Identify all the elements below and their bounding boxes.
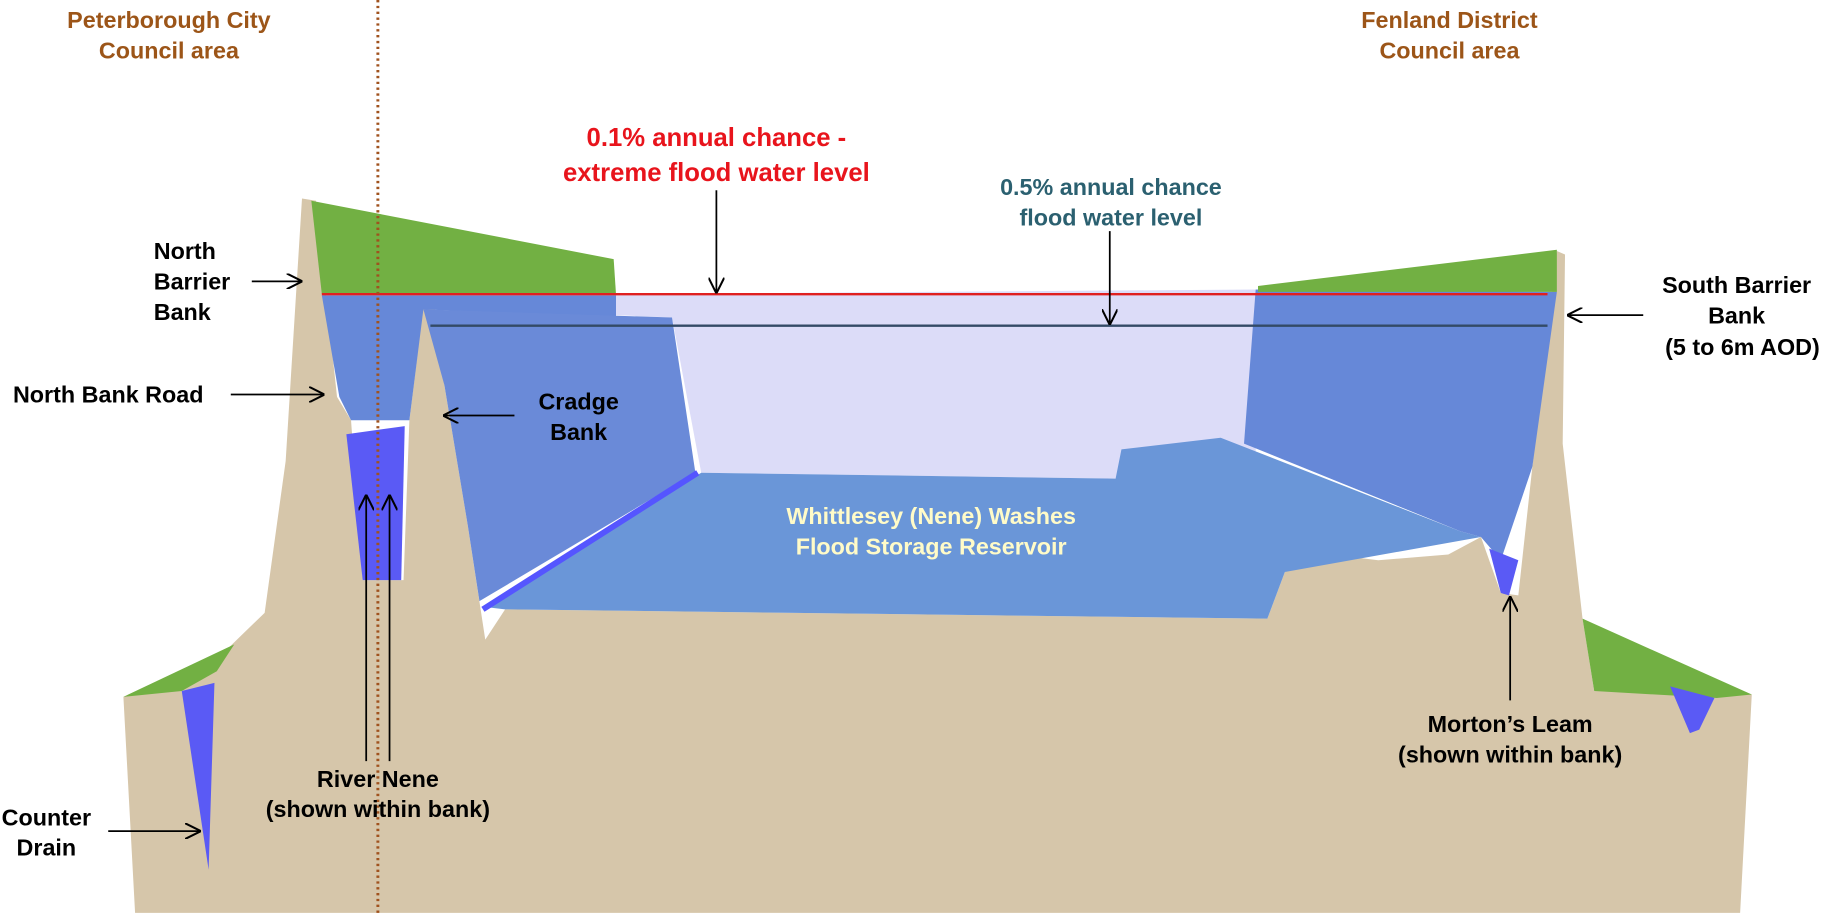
level-label: 0.5% annual chance xyxy=(1000,174,1222,200)
north-bank-wall xyxy=(321,295,617,421)
south-bank-top xyxy=(1258,249,1557,292)
label: (shown within bank) xyxy=(266,796,490,822)
label: (5 to 6m AOD) xyxy=(1665,334,1820,360)
flood-volume xyxy=(616,289,1256,479)
labels: Peterborough City Council area Fenland D… xyxy=(2,7,1820,861)
level-label: flood water level xyxy=(1020,204,1203,230)
south-drain xyxy=(1670,686,1715,734)
mortons-leam xyxy=(1489,548,1519,596)
region-label: Council area xyxy=(99,37,240,63)
label: Drain xyxy=(17,835,77,861)
level-label: extreme flood water level xyxy=(563,159,870,187)
south-bank-wall xyxy=(1244,289,1557,561)
label: (shown within bank) xyxy=(1398,741,1622,767)
reservoir-edge xyxy=(481,470,700,612)
counter-drain xyxy=(181,682,215,870)
label: Counter xyxy=(2,804,91,830)
label: Bank xyxy=(1708,302,1765,328)
label: River Nene xyxy=(317,766,439,792)
cradge-bank-slope xyxy=(423,309,696,602)
label: North Bank Road xyxy=(13,382,204,408)
region-label: Fenland District xyxy=(1361,7,1538,33)
region-label: Council area xyxy=(1379,37,1520,63)
label: Whittlesey (Nene) Washes xyxy=(786,503,1076,529)
label: Bank xyxy=(550,419,607,445)
ground xyxy=(123,198,1752,913)
label: Morton’s Leam xyxy=(1428,711,1593,737)
north-bank-top xyxy=(311,200,617,295)
arrows xyxy=(108,190,1644,831)
level-label: 0.1% annual chance - xyxy=(587,124,847,152)
label: Flood Storage Reservoir xyxy=(796,533,1067,559)
reservoir-floor xyxy=(485,437,1481,619)
label: North xyxy=(154,238,216,264)
right-field xyxy=(1582,618,1752,699)
label: Bank xyxy=(154,299,211,325)
region-label: Peterborough City xyxy=(67,7,271,33)
label: Cradge xyxy=(538,389,618,415)
label: South Barrier xyxy=(1662,272,1811,298)
label: Barrier xyxy=(154,268,231,294)
